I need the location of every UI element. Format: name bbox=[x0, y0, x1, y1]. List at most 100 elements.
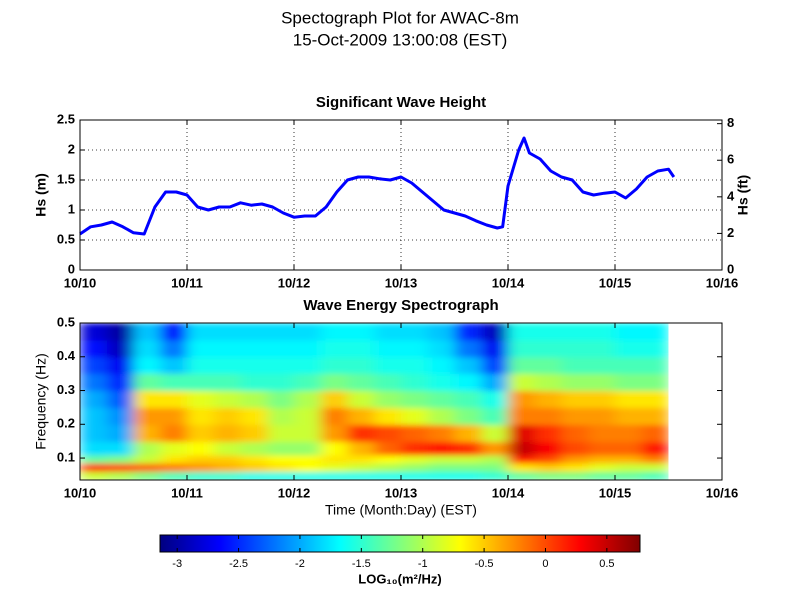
heatmap-cell bbox=[160, 454, 188, 464]
heatmap-cell bbox=[347, 356, 375, 375]
wave-height-plot: 10/10 10/11 10/12 10/13 10/14 10/15 10/1600.51… bbox=[33, 94, 751, 290]
x-tick-label: 10/12 bbox=[278, 485, 311, 500]
heatmap-cell bbox=[481, 441, 509, 456]
heatmap-cell bbox=[294, 471, 322, 480]
axes-box bbox=[79, 119, 723, 271]
colorbar-fill bbox=[160, 535, 640, 552]
heatmap-cell bbox=[561, 323, 589, 341]
heatmap-cell bbox=[508, 441, 536, 456]
heatmap-cell bbox=[561, 356, 589, 375]
y-tick-label: 2.5 bbox=[57, 111, 75, 126]
heatmap-cell bbox=[320, 390, 349, 409]
colorbar-tick-label: -3 bbox=[172, 558, 182, 570]
heatmap-cell bbox=[187, 463, 215, 473]
colorbar-tick-label: 0 bbox=[542, 558, 548, 570]
x-tick-label: 10/15 bbox=[599, 485, 632, 500]
heatmap-cell bbox=[454, 356, 482, 375]
colorbar-tick-label: -2.5 bbox=[229, 558, 248, 570]
x-tick-label: 10/10 bbox=[64, 485, 97, 500]
heatmap-cell bbox=[213, 454, 242, 464]
heatmap-cell bbox=[401, 441, 429, 456]
heatmap-cell bbox=[133, 373, 161, 392]
heatmap-cell bbox=[320, 441, 349, 456]
heatmap-cell bbox=[80, 471, 108, 480]
heatmap-cell bbox=[347, 471, 375, 480]
data-line bbox=[79, 136, 676, 236]
heatmap-cell bbox=[294, 373, 322, 392]
heatmap-cell bbox=[481, 373, 509, 392]
heatmap-cell bbox=[294, 323, 322, 341]
heatmap-cell bbox=[160, 390, 188, 409]
heatmap-cell bbox=[615, 407, 643, 425]
heatmap-cell bbox=[213, 323, 242, 341]
heatmap-cell bbox=[106, 424, 135, 442]
heatmap-cell bbox=[508, 323, 536, 341]
heatmap-cell bbox=[80, 356, 108, 375]
heatmap-cell bbox=[374, 373, 402, 392]
heatmap-cell bbox=[294, 454, 322, 464]
heatmap-cell bbox=[106, 356, 135, 375]
y2-tick-label: 8 bbox=[727, 115, 734, 130]
heatmap-cell bbox=[213, 373, 242, 392]
heatmap-cell bbox=[133, 339, 161, 358]
heatmap-cell bbox=[401, 373, 429, 392]
y-tick-label: 0 bbox=[68, 261, 75, 276]
heatmap-cell bbox=[187, 441, 215, 456]
heatmap-cell bbox=[374, 471, 402, 480]
heatmap-cell bbox=[427, 356, 456, 375]
heatmap-cell bbox=[427, 323, 456, 341]
figure-subtitle: 15-Oct-2009 13:00:08 (EST) bbox=[293, 30, 508, 49]
heatmap-cell bbox=[427, 454, 456, 464]
heatmap-cell bbox=[320, 373, 349, 392]
heatmap-cell bbox=[508, 407, 536, 425]
heatmap-cell bbox=[454, 373, 482, 392]
heatmap-cell bbox=[267, 441, 295, 456]
heatmap-cell bbox=[347, 339, 375, 358]
heatmap-cell bbox=[641, 390, 669, 409]
heatmap-cell bbox=[588, 454, 616, 464]
heatmap-cell bbox=[588, 373, 616, 392]
heatmap-cell bbox=[641, 323, 669, 341]
heatmap-cell bbox=[187, 339, 215, 358]
heatmap-cell bbox=[588, 424, 616, 442]
heatmap-cell bbox=[320, 454, 349, 464]
heatmap-cell bbox=[106, 441, 135, 456]
heatmap-cell bbox=[106, 373, 135, 392]
heatmap-cell bbox=[320, 323, 349, 341]
heatmap-cell bbox=[561, 373, 589, 392]
heatmap-cell bbox=[133, 407, 161, 425]
heatmap-cell bbox=[508, 424, 536, 442]
heatmap-cell bbox=[187, 424, 215, 442]
heatmap-cell bbox=[508, 390, 536, 409]
heatmap-cell bbox=[80, 390, 108, 409]
heatmap-cell bbox=[133, 323, 161, 341]
y-tick-label: 0.2 bbox=[57, 416, 75, 431]
heatmap-cell bbox=[240, 463, 268, 473]
heatmap-cell bbox=[641, 424, 669, 442]
x-tick-label: 10/14 bbox=[492, 485, 525, 500]
heatmap-cell bbox=[160, 424, 188, 442]
heatmap-cell bbox=[561, 454, 589, 464]
heatmap-cell bbox=[534, 463, 563, 473]
heatmap-cell bbox=[401, 407, 429, 425]
heatmap-cell bbox=[534, 323, 563, 341]
heatmap-cell bbox=[427, 339, 456, 358]
heatmap-cell bbox=[160, 356, 188, 375]
heatmap-cell bbox=[294, 356, 322, 375]
heatmap-cell bbox=[267, 373, 295, 392]
heatmap-cell bbox=[615, 441, 643, 456]
heatmap-cell bbox=[615, 454, 643, 464]
x-tick-label: 10/10 bbox=[64, 275, 97, 290]
heatmap-cell bbox=[240, 441, 268, 456]
heatmap-cell bbox=[320, 356, 349, 375]
colorbar-tick-label: -1.5 bbox=[352, 558, 371, 570]
heatmap-cell bbox=[561, 339, 589, 358]
heatmap-cell bbox=[588, 323, 616, 341]
heatmap-cell bbox=[320, 463, 349, 473]
heatmap-cell bbox=[534, 424, 563, 442]
heatmap-cell bbox=[240, 390, 268, 409]
heatmap-cell bbox=[401, 390, 429, 409]
x-tick-label: 10/13 bbox=[385, 275, 418, 290]
heatmap-cell bbox=[106, 454, 135, 464]
heatmap-cell bbox=[160, 463, 188, 473]
